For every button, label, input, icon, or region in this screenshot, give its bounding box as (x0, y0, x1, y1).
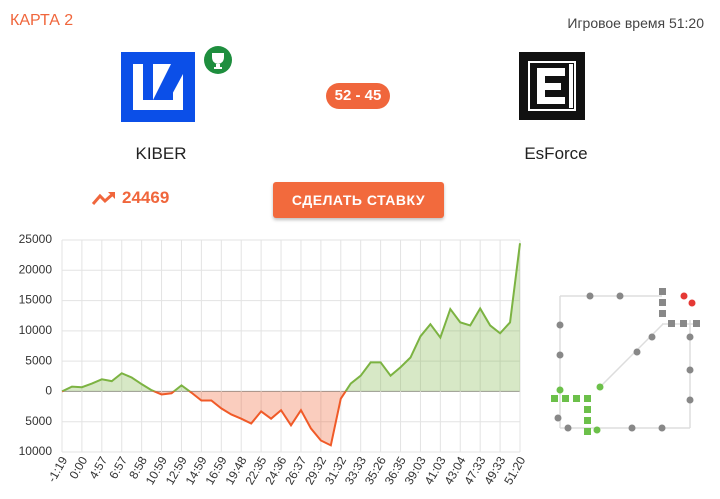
y-tick-label: 10000 (19, 444, 53, 458)
area (62, 391, 520, 446)
team-name: KIBER (135, 144, 187, 163)
score: 52 - 45 (326, 83, 390, 109)
area (62, 243, 520, 392)
x-tick-label: 4:57 (86, 454, 110, 482)
x-tick-label: 51:20 (501, 454, 528, 487)
trend-icon (92, 191, 115, 205)
y-tick-label: 15000 (19, 293, 53, 307)
line (61, 243, 521, 392)
rating: 24469 (92, 188, 169, 208)
team-logo (121, 52, 195, 122)
team-name: EsForce (524, 144, 588, 163)
x-tick-label: 6:57 (106, 454, 130, 482)
game-time: Игровое время 51:20 (567, 15, 704, 31)
y-tick-label: 0 (45, 384, 52, 398)
y-tick-label: 5000 (25, 414, 52, 428)
team-logo (519, 52, 585, 120)
y-tick-label: 5000 (25, 353, 52, 367)
line (61, 391, 347, 447)
x-tick-label: 0:00 (66, 454, 90, 482)
series-part (61, 243, 521, 392)
series-part (61, 391, 520, 447)
trophy-icon (204, 46, 232, 74)
bet-button[interactable]: СДЕЛАТЬ СТАВКУ (273, 182, 444, 218)
rating-value: 24469 (122, 188, 170, 207)
y-tick-label: 20000 (19, 262, 53, 276)
x-tick-label: -1:19 (45, 454, 71, 485)
chart: 10000 5000 0 5000 10000 15000 20000 25000 -1:190… (19, 232, 529, 487)
map-label: КАРТА 2 (10, 12, 74, 29)
y-tick-label: 25000 (19, 232, 53, 246)
minimap (551, 288, 700, 435)
y-tick-label: 10000 (19, 323, 53, 337)
